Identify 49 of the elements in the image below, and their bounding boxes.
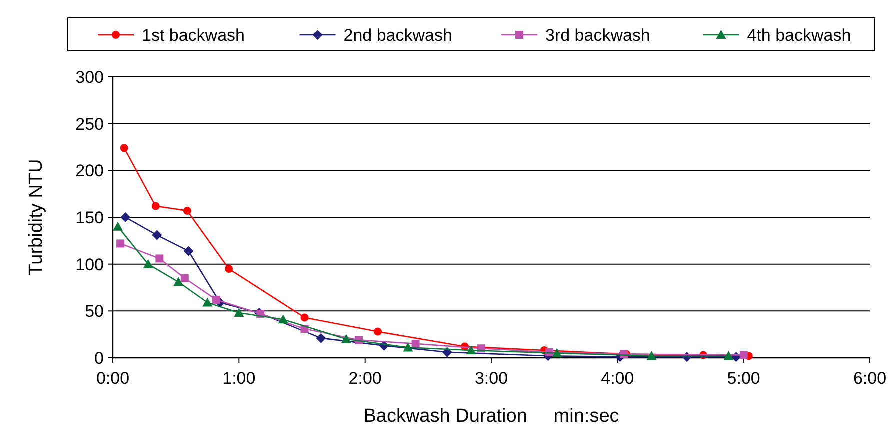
point [225, 265, 234, 274]
point [442, 347, 452, 358]
x-axis-title: Backwash Duration min:sec [364, 406, 620, 427]
y-tick-label: 50 [85, 302, 104, 322]
point [234, 308, 244, 318]
y-tick-label: 150 [76, 208, 104, 228]
point [116, 240, 125, 248]
x-tick-label: 0:00 [96, 369, 130, 388]
legend-label: 2nd backwash [344, 26, 452, 45]
point [113, 222, 124, 231]
point [212, 296, 220, 304]
point [174, 277, 184, 286]
x-tick-label: 6:00 [853, 369, 887, 388]
x-tick-label: 4:00 [601, 369, 634, 388]
legend-label: 4th backwash [747, 26, 852, 45]
point [466, 346, 476, 355]
point [143, 259, 154, 268]
y-tick-label: 300 [76, 68, 104, 87]
point [374, 328, 382, 336]
point [740, 351, 748, 360]
point [152, 202, 160, 210]
legend-label: 3rd backwash [546, 26, 650, 45]
y-axis-title: Turbidity NTU [26, 159, 47, 276]
legend-label: 1st backwash [142, 26, 245, 45]
point [183, 206, 192, 215]
y-tick-label: 250 [76, 114, 104, 134]
point [156, 254, 164, 263]
x-tick-label: 5:00 [727, 369, 760, 388]
point [120, 144, 128, 152]
y-tick-label: 100 [76, 255, 104, 274]
point [184, 246, 194, 256]
point [278, 314, 288, 324]
point [152, 230, 162, 240]
x-tick-label: 2:00 [348, 369, 382, 388]
point [412, 340, 420, 348]
point [180, 274, 189, 282]
point [300, 314, 309, 322]
point [120, 212, 131, 222]
x-tick-label: 1:00 [222, 369, 256, 388]
point [724, 351, 734, 360]
point [552, 348, 562, 358]
point [341, 334, 352, 344]
y-tick-label: 200 [76, 162, 104, 181]
x-tick-label: 3:00 [474, 369, 508, 388]
y-tick-label: 0 [94, 348, 104, 368]
point [202, 298, 213, 307]
point [403, 342, 414, 352]
point [646, 351, 657, 360]
point [316, 333, 326, 344]
